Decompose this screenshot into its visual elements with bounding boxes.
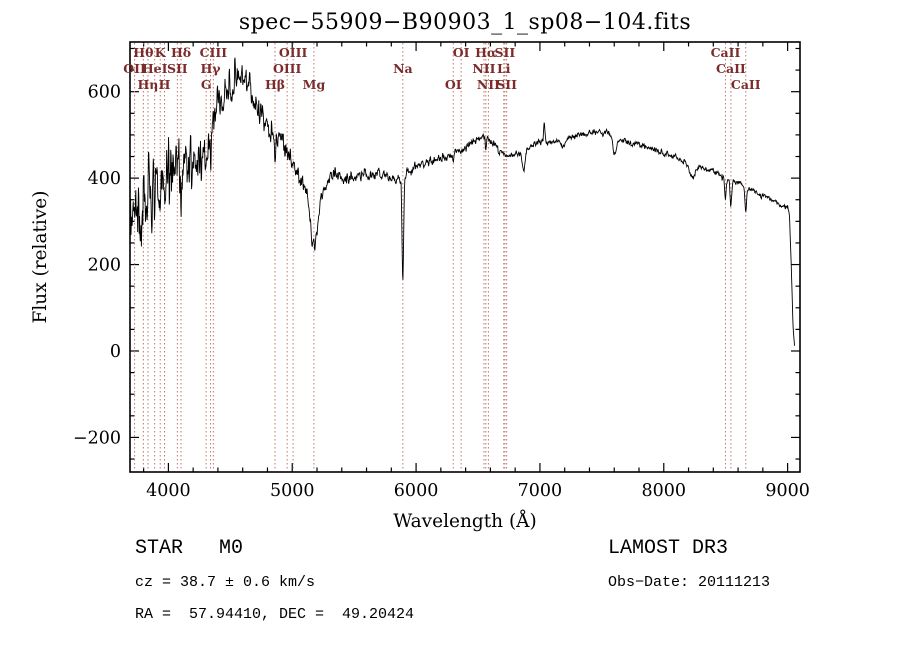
y-axis-label: Flux (relative) [30, 191, 51, 324]
y-tick-label: 0 [110, 342, 121, 362]
spectral-line-label: HeI [142, 61, 168, 76]
survey-label: LAMOST DR3 [608, 537, 729, 560]
spectral-line-label: Na [393, 61, 413, 76]
axis-ticks [130, 42, 800, 472]
spectral-line-label: Li [497, 61, 511, 76]
spectral-line-label: Hγ [200, 61, 221, 76]
spectral-line-markers [134, 43, 747, 471]
y-tick-label: 400 [88, 169, 121, 189]
spectral-line-label: Hβ [265, 77, 285, 92]
obs-date: Obs−Date: 20111213 [608, 574, 771, 591]
spectral-line-label: NII [477, 77, 500, 92]
spectral-line-label: OIII [273, 61, 302, 76]
x-axis-label: Wavelength (Å) [393, 510, 536, 532]
spectral-line-labels: OIIHθHηHeIKHSIIHδGHγCIIIHβOIIIOIIIMgNaOI… [123, 45, 760, 92]
y-tick-label: 200 [88, 256, 121, 276]
spectral-line-label: SII [495, 45, 516, 60]
x-tick-label: 9000 [765, 481, 810, 501]
spectral-line-label: SII [167, 61, 188, 76]
x-tick-label: 8000 [641, 481, 686, 501]
x-tick-label: 4000 [146, 481, 191, 501]
x-tick-label: 7000 [518, 481, 563, 501]
object-class-label: STAR M0 [135, 537, 244, 560]
spectral-line-label: K [155, 45, 167, 60]
y-tick-label: −200 [73, 428, 121, 448]
x-tick-label: 6000 [394, 481, 439, 501]
spectral-line-label: CaII [716, 61, 746, 76]
y-tick-label: 600 [88, 83, 121, 103]
tick-labels: 4000 5000 6000 7000 8000 9000 −200 0 200 400 600 [73, 83, 810, 501]
spectral-line-label: G [201, 77, 212, 92]
spectral-line-label: OI [453, 45, 470, 60]
spectral-line-label: NII [472, 61, 495, 76]
spectral-line-label: SII [496, 77, 517, 92]
spectral-line-label: CIII [200, 45, 228, 60]
spectral-line-label: Hδ [171, 45, 191, 60]
plot-title: spec−55909−B90903_1_sp08−104.fits [238, 10, 692, 35]
spectral-line-label: CaII [731, 77, 761, 92]
x-tick-label: 5000 [270, 481, 315, 501]
spectral-line-label: Hα [475, 45, 497, 60]
spectral-line-label: OIII [279, 45, 308, 60]
spectral-line-label: OI [445, 77, 462, 92]
spectrum-line [130, 57, 795, 346]
spectral-line-label: Hη [138, 77, 159, 92]
axes-box [129, 41, 801, 473]
spectral-line-label: OII [123, 61, 146, 76]
ra-dec-coordinates: RA = 57.94410, DEC = 49.20424 [135, 606, 415, 623]
spectral-line-label: H [159, 77, 171, 92]
spectral-line-label: Mg [303, 77, 326, 92]
cz-value: cz = 38.7 ± 0.6 km/s [135, 574, 316, 591]
spectral-line-label: Hθ [133, 45, 153, 60]
spectral-line-label: CaII [711, 45, 741, 60]
